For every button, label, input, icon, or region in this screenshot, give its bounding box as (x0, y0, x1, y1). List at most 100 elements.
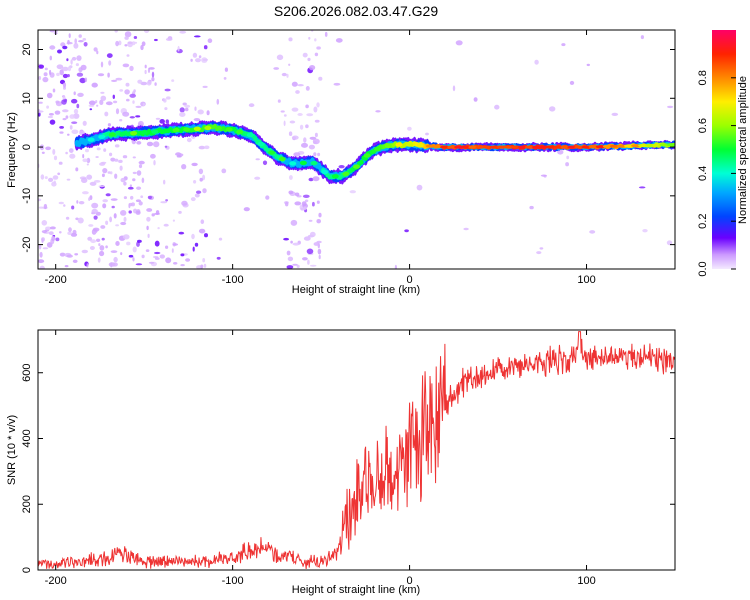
noise-speckle (154, 82, 157, 86)
noise-speckle (316, 200, 320, 204)
noise-speckle (124, 31, 132, 38)
noise-speckle (110, 198, 118, 201)
noise-speckle (114, 158, 119, 162)
noise-speckle (291, 135, 299, 140)
noise-speckle (107, 123, 111, 127)
ridge-core-blob (236, 129, 244, 135)
noise-speckle (127, 41, 133, 44)
noise-speckle (108, 60, 112, 66)
noise-speckle (164, 145, 168, 148)
noise-speckle (119, 89, 124, 92)
noise-speckle (61, 66, 69, 72)
noise-speckle (127, 186, 134, 190)
ridge-core-blob (666, 143, 675, 147)
noise-speckle (140, 195, 144, 198)
x-tick-label: -200 (45, 575, 67, 587)
ridge-core-blob (461, 145, 472, 149)
noise-speckle (375, 110, 381, 113)
noise-speckle (120, 210, 127, 216)
noise-speckle (180, 253, 185, 257)
ridge-core-blob (395, 142, 403, 147)
noise-speckle (41, 151, 45, 154)
noise-speckle (288, 131, 293, 136)
noise-speckle (63, 204, 66, 207)
noise-speckle (58, 161, 63, 165)
noise-speckle (296, 264, 300, 268)
noise-speckle (297, 84, 304, 87)
noise-speckle (92, 227, 100, 232)
noise-speckle (295, 90, 300, 94)
noise-speckle (181, 164, 187, 170)
ridge-core-blob (517, 145, 528, 149)
noise-speckle (140, 81, 148, 86)
noise-speckle (102, 168, 108, 174)
spectrogram-y-axis-label: Frequency (Hz) (6, 112, 18, 188)
noise-speckle (172, 219, 175, 222)
noise-speckle (129, 116, 135, 119)
noise-speckle (113, 256, 118, 263)
noise-speckle (333, 82, 341, 86)
noise-speckle (132, 100, 135, 104)
ridge-cell (253, 136, 258, 142)
noise-speckle (82, 158, 88, 163)
noise-speckle (142, 103, 145, 106)
noise-speckle (124, 89, 130, 95)
noise-speckles (38, 30, 674, 269)
noise-speckle (38, 101, 43, 104)
noise-speckle (72, 259, 78, 263)
noise-speckle (289, 175, 293, 180)
noise-speckle (68, 33, 71, 38)
noise-speckle (309, 231, 316, 238)
noise-speckle (192, 52, 198, 58)
noise-speckle (124, 44, 128, 47)
ridge-core-blob (268, 150, 276, 155)
noise-speckle (165, 37, 173, 41)
noise-speckle (305, 124, 309, 129)
noise-speckle (54, 110, 61, 115)
ridge-cell (359, 159, 364, 165)
noise-speckle (110, 250, 118, 254)
y-tick-label: -10 (21, 188, 33, 204)
noise-speckle (101, 237, 105, 241)
noise-speckle (195, 58, 201, 63)
noise-speckle (224, 67, 228, 72)
noise-speckle (165, 119, 169, 124)
noise-speckle (110, 262, 113, 268)
noise-speckle (586, 63, 590, 67)
ridge-core-blob (553, 145, 564, 149)
noise-speckle (289, 120, 296, 124)
y-tick-label: -20 (21, 237, 33, 253)
ridge-core-blob (257, 141, 265, 147)
noise-speckle (138, 201, 143, 206)
noise-speckle (91, 208, 98, 214)
noise-speckle (40, 174, 45, 180)
noise-speckle (132, 178, 136, 182)
noise-speckle (81, 177, 88, 183)
noise-speckle (38, 206, 44, 209)
noise-speckle (39, 265, 45, 269)
noise-speckle (137, 239, 142, 243)
noise-speckle (67, 66, 72, 72)
noise-speckle (71, 121, 78, 124)
ridge-core-blob (468, 145, 479, 149)
noise-speckle (313, 242, 319, 246)
noise-speckle (99, 99, 104, 106)
snr-plot-area (38, 331, 675, 570)
noise-speckle (135, 263, 143, 266)
noise-speckle (109, 216, 112, 223)
noise-speckle (97, 73, 105, 77)
ridge-core-blob (454, 145, 465, 149)
noise-speckle (539, 247, 544, 250)
noise-speckle (312, 201, 315, 207)
noise-speckle (45, 146, 51, 151)
noise-speckle (301, 142, 308, 148)
noise-speckle (190, 197, 196, 202)
noise-speckle (62, 96, 66, 100)
noise-speckle (394, 264, 397, 269)
noise-speckle (136, 186, 142, 190)
colorbar-tick-label: 0.2 (697, 214, 709, 229)
ridge-core-blob (331, 174, 339, 179)
ridge-core-blob (119, 131, 127, 137)
noise-speckle (120, 221, 127, 226)
colorbar-tick-label: 0.6 (697, 118, 709, 133)
